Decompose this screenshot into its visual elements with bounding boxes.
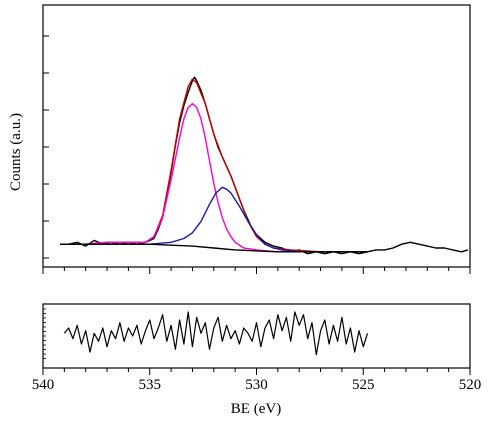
main-series-line-4: [60, 243, 368, 253]
residual-y-ticks: [43, 308, 46, 359]
x-tick-label: 520: [459, 377, 482, 393]
main-series-line-2: [60, 103, 368, 253]
residual-plot-frame: [42, 303, 471, 369]
x-axis-ticks: 540 535 530 525 520: [32, 267, 482, 393]
residual-series-group: [63, 311, 369, 356]
x-tick-label: 530: [245, 377, 268, 393]
main-plot-frame: [42, 4, 471, 268]
main-series-line-0: [60, 76, 469, 255]
main-y-ticks: [43, 35, 49, 259]
x-tick-label: 525: [352, 377, 375, 393]
residual-series-line-0: [63, 311, 369, 356]
x-tick-label: 535: [139, 377, 162, 393]
main-series-line-3: [60, 186, 368, 253]
main-series-line-1: [60, 78, 368, 253]
y-axis-label: Counts (a.u.): [8, 113, 24, 191]
main-series-group: [60, 76, 469, 255]
x-tick-label: 540: [32, 377, 55, 393]
x-axis-label: BE (eV): [231, 401, 281, 417]
